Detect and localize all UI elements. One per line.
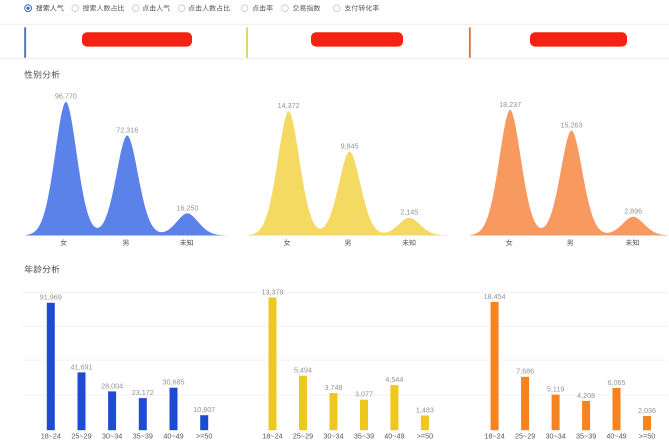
svg-text:30~34: 30~34 [102, 432, 122, 441]
svg-text:>=50: >=50 [639, 432, 655, 441]
svg-text:2,036: 2,036 [638, 406, 656, 415]
svg-text:23,172: 23,172 [132, 388, 154, 397]
svg-text:40~49: 40~49 [384, 432, 404, 441]
svg-text:35~39: 35~39 [133, 432, 153, 441]
svg-text:30~34: 30~34 [546, 432, 566, 441]
svg-text:10,807: 10,807 [193, 405, 215, 414]
svg-text:18~24: 18~24 [41, 432, 61, 441]
svg-text:28,004: 28,004 [101, 381, 123, 390]
svg-text:35~39: 35~39 [354, 432, 374, 441]
svg-text:2,896: 2,896 [624, 207, 642, 216]
svg-text:>=50: >=50 [417, 432, 433, 441]
svg-text:18~24: 18~24 [262, 432, 282, 441]
svg-text:1,483: 1,483 [416, 405, 434, 414]
svg-text:25~29: 25~29 [71, 432, 91, 441]
svg-text:96,770: 96,770 [55, 92, 77, 101]
svg-text:30,685: 30,685 [163, 378, 185, 387]
svg-text:25~29: 25~29 [515, 432, 535, 441]
svg-text:4,208: 4,208 [577, 391, 595, 400]
svg-text:3,077: 3,077 [355, 390, 373, 399]
svg-text:9,845: 9,845 [341, 141, 359, 150]
svg-text:40~49: 40~49 [606, 432, 626, 441]
svg-text:2,145: 2,145 [400, 208, 418, 217]
svg-text:25~29: 25~29 [293, 432, 313, 441]
svg-text:18,454: 18,454 [484, 292, 506, 301]
svg-text:40~49: 40~49 [163, 432, 183, 441]
svg-text:18,237: 18,237 [499, 100, 521, 109]
svg-text:5,119: 5,119 [547, 385, 564, 394]
svg-text:13,379: 13,379 [262, 287, 284, 296]
svg-text:30~34: 30~34 [323, 432, 343, 441]
svg-text:6,065: 6,065 [608, 378, 626, 387]
svg-text:35~39: 35~39 [576, 432, 596, 441]
svg-text:41,691: 41,691 [71, 362, 93, 371]
svg-text:4,544: 4,544 [385, 375, 403, 384]
svg-text:91,969: 91,969 [40, 293, 62, 302]
svg-text:14,372: 14,372 [278, 101, 300, 110]
svg-text:18~24: 18~24 [485, 432, 505, 441]
svg-text:7,686: 7,686 [516, 367, 534, 376]
svg-text:3,748: 3,748 [325, 383, 343, 392]
svg-text:5,494: 5,494 [294, 366, 312, 375]
svg-text:15,263: 15,263 [561, 120, 583, 129]
svg-text:16,250: 16,250 [176, 203, 198, 212]
svg-text:72,316: 72,316 [116, 125, 138, 134]
svg-text:>=50: >=50 [196, 432, 212, 441]
